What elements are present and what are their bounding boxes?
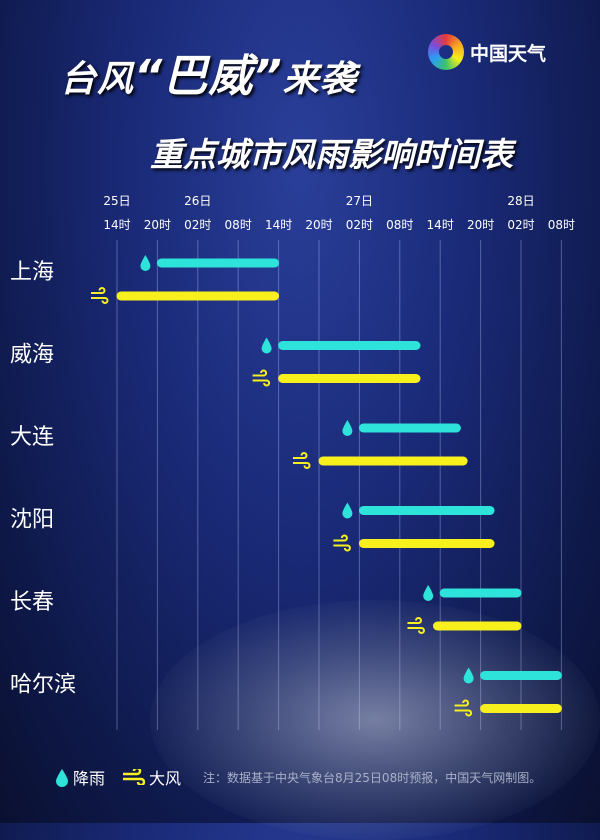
wind-icon xyxy=(252,369,271,387)
tick-hour-label: 20时 xyxy=(467,218,494,232)
typhoon-cloud-image xyxy=(150,600,600,840)
logo-text: 中国天气 xyxy=(470,42,547,65)
tick-hour-label: 14时 xyxy=(103,218,130,232)
raindrop-icon xyxy=(463,667,474,684)
raindrop-icon xyxy=(342,502,353,519)
city-label: 哈尔滨 xyxy=(10,673,76,698)
footnote: 注：数据基于中央气象台8月25日08时预报，中国天气网制图。 xyxy=(203,770,542,785)
raindrop-icon xyxy=(56,769,68,787)
legend-rain: 降雨 xyxy=(73,769,106,788)
schedule-chart: 25日 14时 20时 26日 02时 08时 14时 20时 27日 02时 08时 14时 20时 2… xyxy=(10,194,575,730)
city-label: 长春 xyxy=(10,590,54,615)
legend: 降雨 大风 注：数据基于中央气象台8月25日08时预报，中国天气网制图。 xyxy=(55,765,541,789)
raindrop-icon xyxy=(423,585,434,601)
logo-icon xyxy=(428,34,464,70)
tick-hour-label: 02时 xyxy=(507,218,534,232)
wind-icon xyxy=(454,699,473,717)
wind-icon xyxy=(293,452,311,469)
tick-hour-label: 08时 xyxy=(386,218,413,232)
tick-hour-label: 08时 xyxy=(548,218,575,232)
city-label: 威海 xyxy=(10,343,54,368)
raindrop-icon xyxy=(261,337,272,354)
wind-icon xyxy=(407,617,425,634)
tick-hour-label: 20时 xyxy=(144,218,171,232)
title-prefix: 台风 xyxy=(60,59,135,100)
logo: 中国天气 xyxy=(428,34,546,70)
tick-hour-label: 14时 xyxy=(265,218,292,232)
tick-day-label: 27日 xyxy=(346,194,373,208)
wind-icon xyxy=(333,534,351,552)
tick-day-label: 26日 xyxy=(184,194,211,208)
raindrop-icon xyxy=(140,255,151,271)
raindrop-icon xyxy=(342,420,353,437)
page-title: 台风“巴威”来袭 xyxy=(60,40,357,104)
tick-day-label: 25日 xyxy=(103,194,130,208)
tick-hour-label: 02时 xyxy=(184,218,211,232)
city-label: 上海 xyxy=(10,260,54,285)
page-subtitle: 重点城市风雨影响时间表 xyxy=(150,135,513,174)
wind-icon xyxy=(91,287,109,304)
city-label: 大连 xyxy=(10,425,54,450)
tick-hour-label: 08时 xyxy=(225,218,252,232)
quote-close: ” xyxy=(253,51,283,102)
tick-hour-label: 02时 xyxy=(346,218,373,232)
tick-hour-label: 14时 xyxy=(427,218,454,232)
quote-open: “ xyxy=(134,51,164,102)
title-suffix: 来袭 xyxy=(282,59,357,100)
tick-hour-label: 20时 xyxy=(305,218,332,232)
tick-day-label: 28日 xyxy=(507,194,534,208)
legend-wind: 大风 xyxy=(149,769,182,788)
wind-icon xyxy=(123,769,146,785)
city-label: 沈阳 xyxy=(10,508,54,533)
typhoon-name: 巴威 xyxy=(163,51,254,102)
